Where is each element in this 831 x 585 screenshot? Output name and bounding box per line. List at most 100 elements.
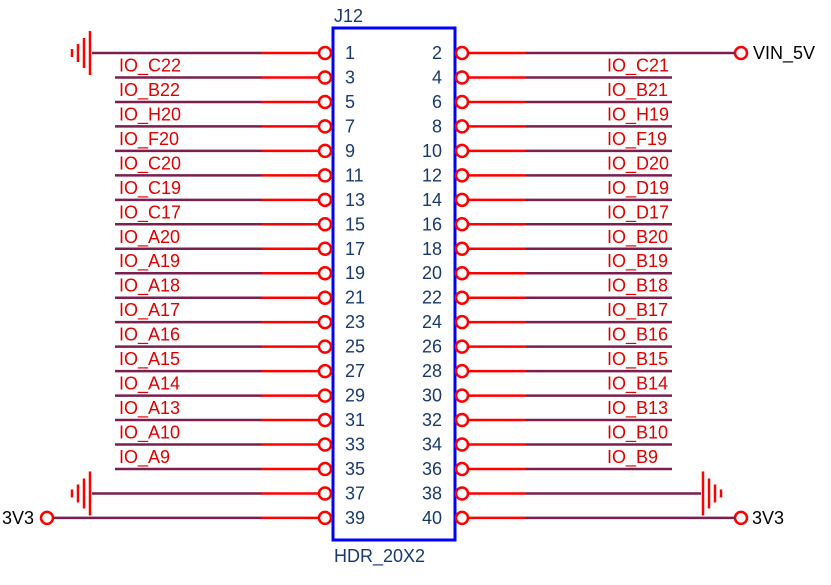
port-symbol	[733, 45, 749, 61]
pin	[454, 241, 470, 257]
net-label: IO_B17	[607, 300, 668, 321]
pin	[454, 70, 470, 85]
pin	[317, 486, 333, 501]
net-label: IO_A10	[119, 423, 180, 444]
net-label: IO_H20	[119, 104, 181, 125]
net-label: IO_F20	[119, 129, 179, 150]
pin	[454, 290, 470, 305]
pin	[317, 339, 333, 354]
pin-number: 11	[345, 165, 364, 185]
pin	[317, 241, 333, 257]
pin	[454, 119, 470, 134]
pin	[317, 94, 333, 110]
pin-number: 17	[345, 239, 365, 259]
net-label: IO_B20	[607, 227, 668, 248]
pin-number: 20	[422, 263, 442, 283]
pin-number: 34	[422, 435, 442, 455]
net-label: IO_C21	[607, 55, 669, 76]
net-label: IO_D17	[607, 202, 669, 223]
pin	[317, 363, 333, 379]
net-label: IO_B13	[607, 398, 668, 419]
pin-number: 29	[345, 386, 365, 406]
pin-number: 40	[422, 508, 442, 528]
pin	[454, 510, 470, 526]
net-label: IO_C19	[119, 178, 181, 199]
pin	[454, 45, 470, 61]
net-label: IO_B10	[607, 423, 668, 444]
pin	[454, 217, 470, 232]
net-label: IO_C20	[119, 153, 181, 174]
pin-number: 38	[422, 483, 442, 503]
net-label: IO_A16	[119, 325, 180, 346]
pin	[317, 70, 333, 85]
pin	[454, 486, 470, 501]
pin-number: 12	[422, 165, 442, 185]
pin	[317, 437, 333, 452]
net-label: IO_A14	[119, 374, 180, 395]
port-label: 3V3	[2, 508, 34, 528]
pin-number: 28	[422, 361, 442, 381]
net-label: IO_B14	[607, 374, 668, 395]
connector-body	[331, 26, 457, 542]
net-label: IO_B22	[119, 80, 180, 101]
pin	[317, 388, 333, 403]
port-symbol	[733, 510, 749, 526]
pin-number: 5	[345, 92, 355, 112]
pin	[317, 217, 333, 232]
net-label: IO_C22	[119, 55, 181, 76]
pin-number: 22	[422, 288, 442, 308]
pin-number: 2	[432, 43, 442, 63]
net-label: IO_D20	[607, 153, 669, 174]
net-label: IO_D19	[607, 178, 669, 199]
pin-number: 27	[345, 361, 365, 381]
pin-number: 14	[422, 190, 442, 210]
net-label: IO_A15	[119, 349, 180, 370]
pin-number: 39	[345, 508, 365, 528]
pin	[454, 94, 470, 110]
pin-number: 16	[422, 214, 442, 234]
pin-number: 32	[422, 410, 442, 430]
net-label: IO_C17	[119, 202, 181, 223]
pin	[317, 461, 333, 477]
part-value: HDR_20X2	[334, 546, 425, 567]
pin	[317, 290, 333, 305]
pin-number: 35	[345, 459, 365, 479]
net-label: IO_A17	[119, 300, 180, 321]
pin	[454, 388, 470, 403]
pin-number: 18	[422, 239, 442, 259]
pin-number: 36	[422, 459, 442, 479]
port-label: 3V3	[752, 508, 784, 528]
net-label: IO_B16	[607, 325, 668, 346]
designator: J12	[334, 6, 363, 26]
pin-number: 4	[432, 67, 442, 87]
net-label: IO_B9	[607, 447, 658, 468]
pin-number: 23	[345, 312, 365, 332]
pin-number: 25	[345, 337, 365, 357]
port-label: VIN_5V	[753, 43, 815, 64]
pin-number: 30	[422, 386, 442, 406]
pin	[317, 45, 333, 61]
pin	[454, 339, 470, 354]
pin	[317, 192, 333, 208]
pin	[317, 412, 333, 428]
net-label: IO_A13	[119, 398, 180, 419]
net-label: IO_A9	[119, 447, 170, 468]
pin	[454, 265, 470, 281]
net-label: IO_F19	[607, 129, 667, 150]
pin-number: 33	[345, 435, 365, 455]
pin-number: 26	[422, 337, 442, 357]
net-label: IO_A18	[119, 276, 180, 297]
pin-number: 13	[345, 190, 365, 210]
pin-number: 19	[345, 263, 365, 283]
net-label: IO_A20	[119, 227, 180, 248]
pin-number: 24	[422, 312, 442, 332]
pin-number: 31	[345, 410, 365, 430]
pin-number: 6	[432, 92, 442, 112]
pin	[454, 412, 470, 428]
pin	[317, 510, 333, 526]
net-label: IO_B15	[607, 349, 668, 370]
pin-number: 7	[345, 116, 355, 136]
net-label: IO_A19	[119, 251, 180, 272]
pin-number: 21	[345, 288, 365, 308]
